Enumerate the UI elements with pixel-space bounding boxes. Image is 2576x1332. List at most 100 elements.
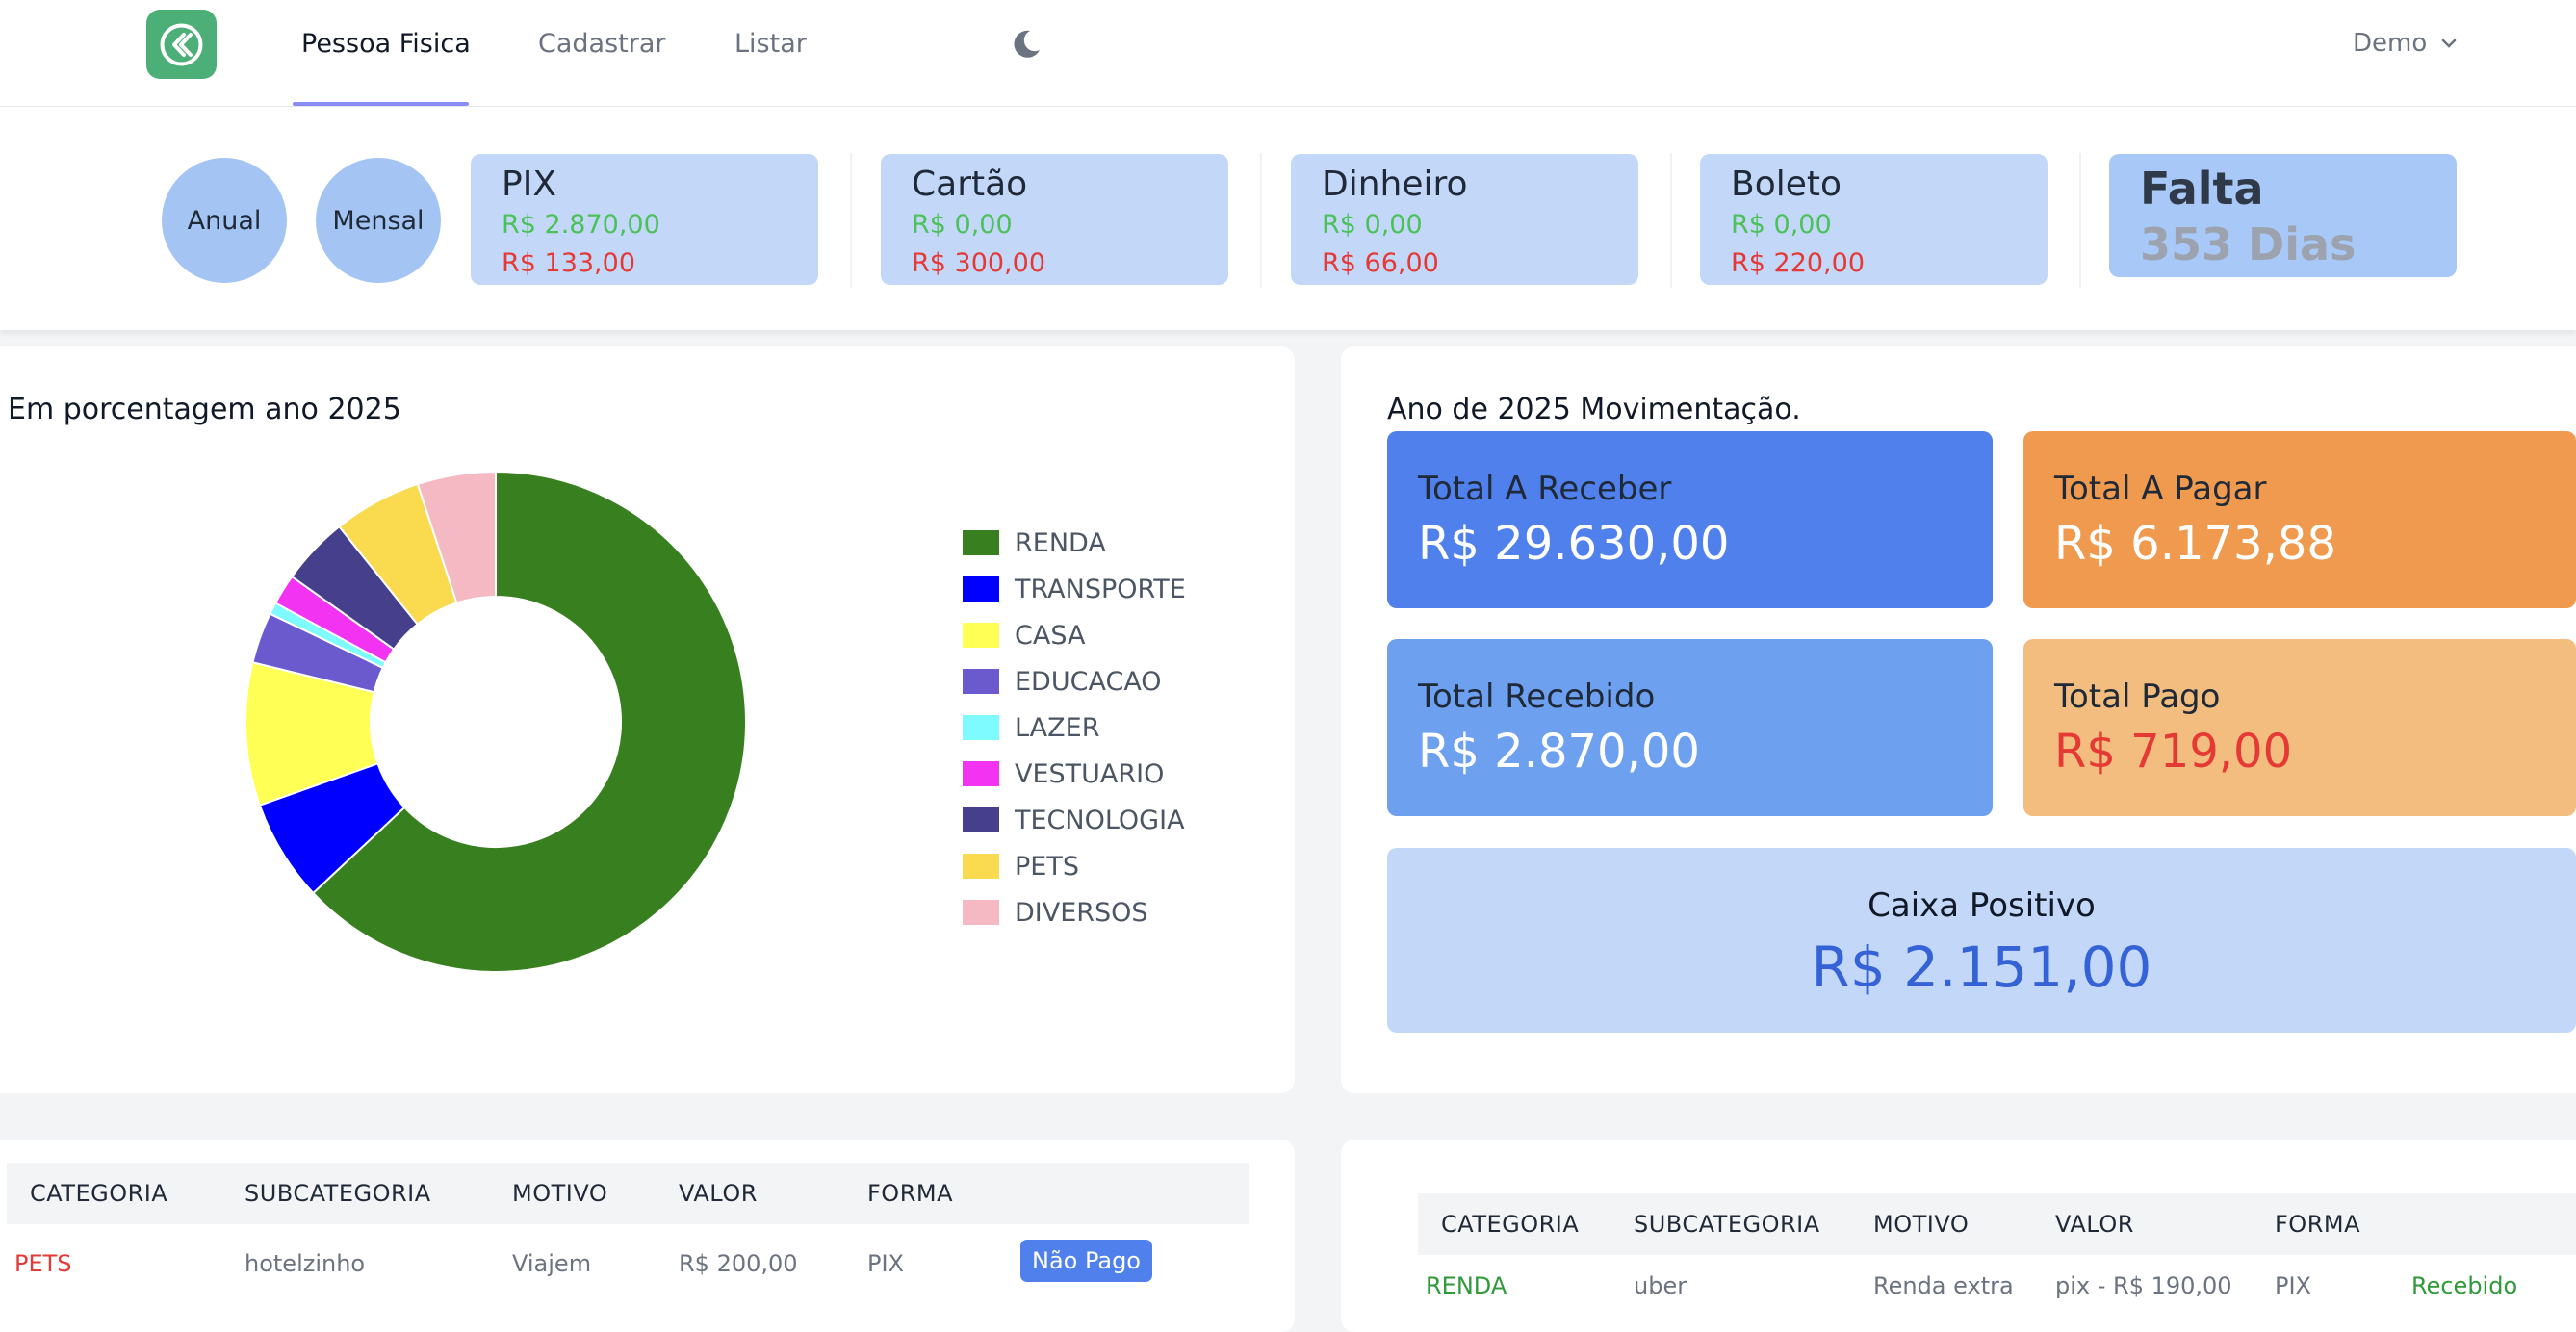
legend-swatch [963,623,999,648]
cell-categoria: PETS [14,1250,72,1277]
cell-motivo: Viajem [512,1250,592,1277]
cartao-title: Cartão [912,165,1028,204]
dinheiro-card: Dinheiro R$ 0,00 R$ 66,00 [1291,154,1638,285]
legend-swatch [963,715,999,740]
donut-chart [245,470,747,973]
th-forma: FORMA [2275,1211,2360,1238]
user-name: Demo [2353,29,2428,58]
legend-label: CASA [1015,620,1086,651]
th-categoria: CATEGORIA [1441,1211,1580,1238]
legend-swatch [963,576,999,602]
cell-subcategoria: uber [1634,1272,1687,1299]
legend-swatch [963,900,999,925]
total-a-receber-label: Total A Receber [1418,470,1672,508]
total-a-receber-card: Total A Receber R$ 29.630,00 [1387,431,1993,608]
cell-categoria: RENDA [1426,1272,1507,1299]
th-subcategoria: SUBCATEGORIA [1634,1211,1820,1238]
slice-diversos[interactable] [416,470,497,604]
th-valor: VALOR [679,1180,758,1207]
legend-item-tecnologia[interactable]: TECNOLOGIA [963,797,1186,843]
legend-label: LAZER [1015,712,1100,743]
legend-swatch [963,669,999,694]
pix-card: PIX R$ 2.870,00 R$ 133,00 [471,154,818,285]
tab-listar[interactable]: Listar [734,29,807,59]
legend-label: TECNOLOGIA [1015,805,1185,835]
legend-swatch [963,854,999,879]
total-pago-value: R$ 719,00 [2054,725,2293,779]
legend-item-lazer[interactable]: LAZER [963,704,1186,751]
legend-item-casa[interactable]: CASA [963,612,1186,658]
dinheiro-received: R$ 0,00 [1322,210,1423,240]
pix-received: R$ 2.870,00 [502,210,660,240]
legend-label: DIVERSOS [1015,897,1148,928]
legend-item-renda[interactable]: RENDA [963,520,1186,566]
total-a-pagar-card: Total A Pagar R$ 6.173,88 [2023,431,2576,608]
dark-mode-moon-icon[interactable] [1009,27,1043,62]
mensal-button[interactable]: Mensal [316,158,441,283]
falta-card: Falta 353 Dias [2109,154,2457,277]
top-navbar: Pessoa Fisica Cadastrar Listar Demo [0,0,2576,107]
divider [1260,153,1262,288]
logo-icon [160,23,203,66]
th-motivo: MOTIVO [1873,1211,1970,1238]
status-label: Recebido [2411,1272,2518,1299]
legend-label: TRANSPORTE [1015,574,1186,604]
divider [2079,153,2081,288]
legend-swatch [963,807,999,832]
legend-label: VESTUARIO [1015,758,1165,789]
dinheiro-title: Dinheiro [1322,165,1468,204]
boleto-card: Boleto R$ 0,00 R$ 220,00 [1700,154,2048,285]
active-tab-indicator [293,102,469,106]
legend-item-educacao[interactable]: EDUCACAO [963,658,1186,704]
pix-paid: R$ 133,00 [502,248,635,278]
caixa-positivo-value: R$ 2.151,00 [1811,935,2152,1000]
th-valor: VALOR [2055,1211,2134,1238]
legend-label: PETS [1015,851,1079,882]
legend-item-diversos[interactable]: DIVERSOS [963,889,1186,935]
cell-subcategoria: hotelzinho [245,1250,366,1277]
payment-summary-strip: Anual Mensal PIX R$ 2.870,00 R$ 133,00 C… [0,107,2576,330]
tab-pessoa-fisica[interactable]: Pessoa Fisica [301,29,471,59]
total-a-pagar-value: R$ 6.173,88 [2054,517,2336,571]
pix-title: PIX [502,165,556,204]
total-recebido-card: Total Recebido R$ 2.870,00 [1387,639,1993,816]
chart-legend: RENDA TRANSPORTE CASA EDUCACAO LAZER VESTUARI… [963,520,1186,935]
legend-item-pets[interactable]: PETS [963,843,1186,889]
dinheiro-paid: R$ 66,00 [1322,248,1439,278]
cell-forma: PIX [2275,1272,2311,1299]
boleto-paid: R$ 220,00 [1731,248,1865,278]
cell-valor: R$ 200,00 [679,1250,798,1277]
user-menu[interactable]: Demo [2353,29,2458,58]
legend-label: RENDA [1015,527,1106,558]
pie-chart-title: Em porcentagem ano 2025 [8,393,401,426]
cartao-paid: R$ 300,00 [912,248,1045,278]
th-categoria: CATEGORIA [30,1180,168,1207]
table-header: CATEGORIA SUBCATEGORIA MOTIVO VALOR FORM… [1418,1193,2576,1255]
legend-item-vestuario[interactable]: VESTUARIO [963,751,1186,797]
falta-days: 353 Dias [2140,218,2357,270]
cell-motivo: Renda extra [1873,1272,2014,1299]
legend-item-transporte[interactable]: TRANSPORTE [963,566,1186,612]
anual-button[interactable]: Anual [162,158,287,283]
total-pago-label: Total Pago [2054,678,2221,716]
app-logo[interactable] [146,10,217,79]
falta-title: Falta [2140,163,2264,215]
cell-forma: PIX [867,1250,904,1277]
divider [850,153,852,288]
caixa-positivo-label: Caixa Positivo [1868,886,2096,925]
divider [1670,153,1672,288]
th-forma: FORMA [867,1180,953,1207]
total-recebido-value: R$ 2.870,00 [1418,725,1700,779]
cartao-card: Cartão R$ 0,00 R$ 300,00 [881,154,1228,285]
status-badge[interactable]: Não Pago [1020,1240,1152,1282]
total-recebido-label: Total Recebido [1418,678,1656,716]
chevron-down-icon [2442,38,2457,48]
slice-renda[interactable] [311,470,747,973]
legend-swatch [963,530,999,555]
th-subcategoria: SUBCATEGORIA [245,1180,431,1207]
total-a-pagar-label: Total A Pagar [2054,470,2267,508]
legend-swatch [963,761,999,786]
tab-cadastrar[interactable]: Cadastrar [538,29,666,59]
movement-title: Ano de 2025 Movimentação. [1387,393,1801,426]
boleto-title: Boleto [1731,165,1842,204]
